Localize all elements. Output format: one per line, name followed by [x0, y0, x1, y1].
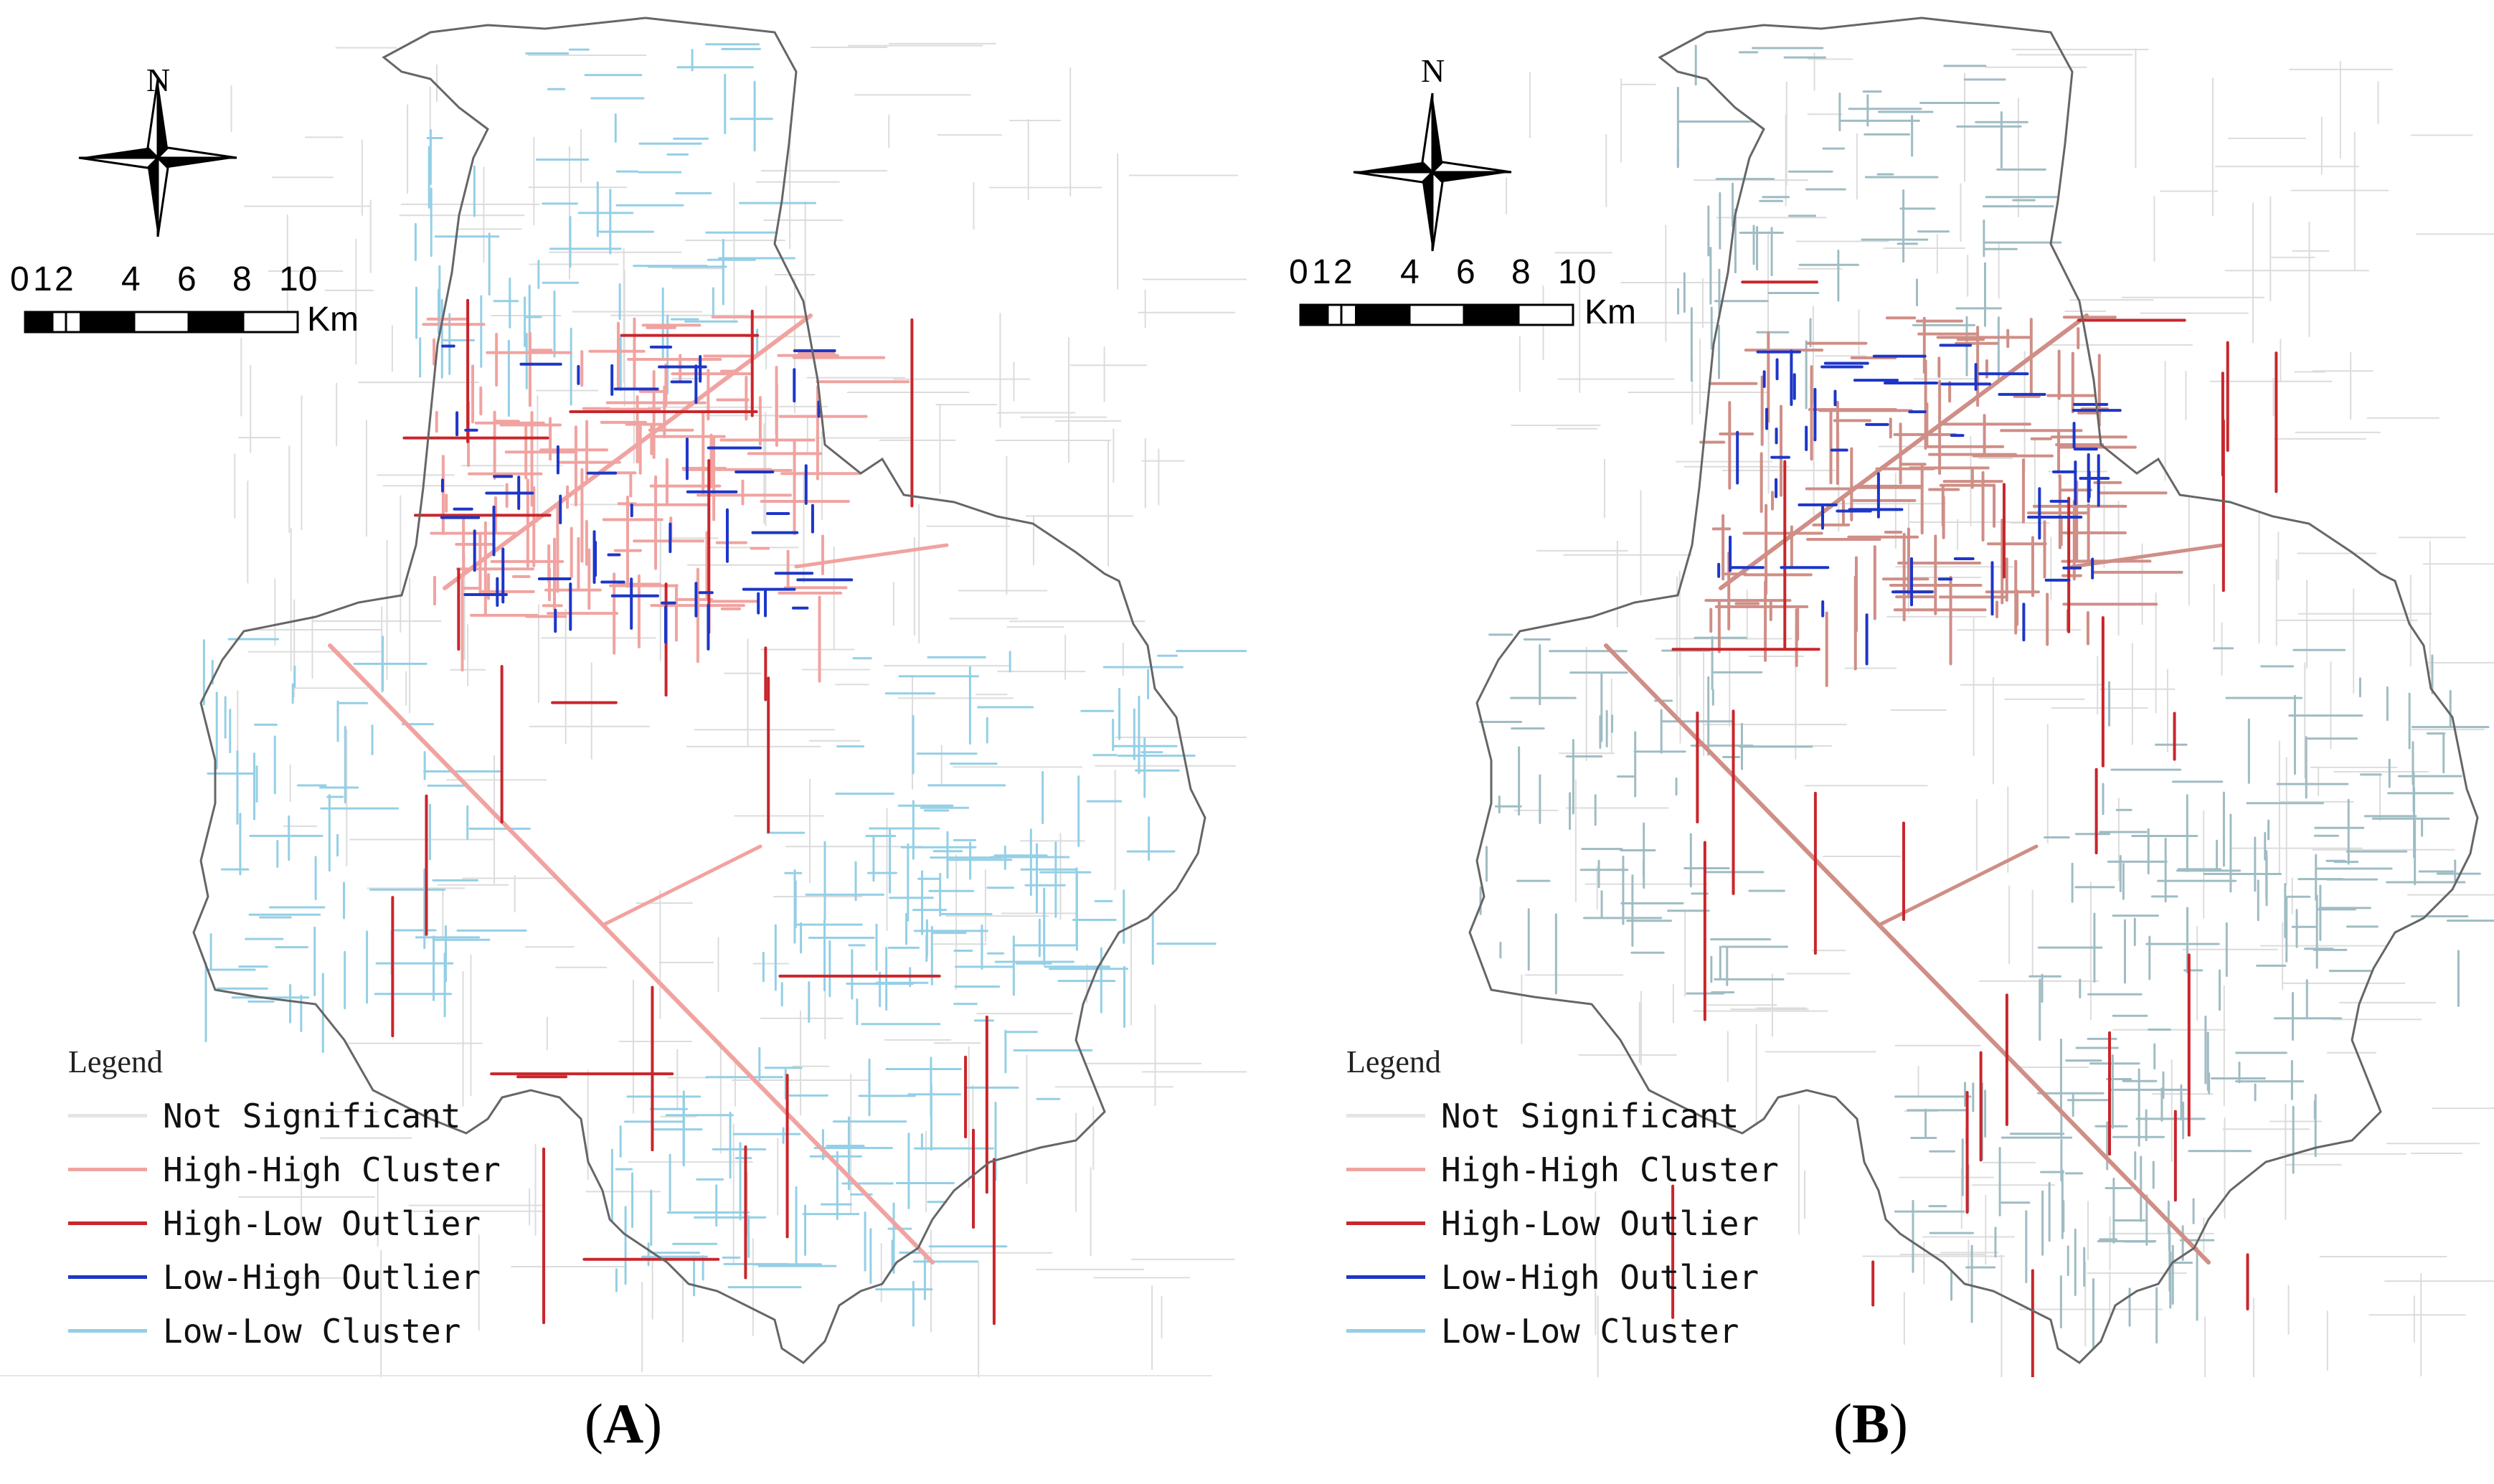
- panel-divider: [0, 1375, 1212, 1376]
- road-high-high: [600, 844, 762, 927]
- legend-title: Legend: [68, 1044, 163, 1079]
- road-network-b: [1478, 44, 2494, 1377]
- legend-swatch: [1346, 1275, 1425, 1279]
- scale-tick-8: 8: [1511, 253, 1531, 291]
- road-high-high: [2070, 543, 2225, 569]
- legend-label: Not Significant: [163, 1096, 461, 1135]
- scale-bar-a: [24, 311, 299, 334]
- road-high-high: [328, 643, 935, 1265]
- north-label: N: [146, 62, 171, 98]
- legend-label: High-High Cluster: [163, 1150, 501, 1189]
- legend-label: Low-High Outlier: [1441, 1257, 1760, 1297]
- map-panel-a: N 0 1 2 4 6 8 10 Km Legend Not Significa…: [0, 16, 1247, 1455]
- scale-tick-0: 0: [10, 260, 29, 298]
- legend-label: Not Significant: [1441, 1096, 1739, 1135]
- legend-item-low-high: Low-High Outlier: [1346, 1250, 1779, 1304]
- road-network-a: [202, 42, 1247, 1377]
- scale-tick-1: 1: [33, 260, 52, 298]
- panel-label-a: (A): [584, 1392, 663, 1455]
- legend-swatch: [1346, 1221, 1425, 1225]
- legend-item-high-high: High-High Cluster: [1346, 1143, 1779, 1196]
- legend-item-not-significant: Not Significant: [68, 1089, 501, 1143]
- scale-tick-1: 1: [1312, 253, 1331, 291]
- scale-unit-label: Km: [1584, 293, 1636, 331]
- district-boundary-a: [192, 16, 1206, 1364]
- legend-item-not-significant: Not Significant: [1346, 1089, 1779, 1143]
- scale-bar-b: [1299, 303, 1574, 326]
- scale-tick-4: 4: [121, 260, 141, 298]
- legend-item-low-high: Low-High Outlier: [68, 1250, 501, 1304]
- road-high-high: [794, 543, 949, 569]
- legend-swatch: [68, 1275, 147, 1279]
- legend-swatch: [68, 1329, 147, 1333]
- legend-swatch: [68, 1114, 147, 1117]
- legend-label: Low-Low Cluster: [163, 1311, 461, 1351]
- street-map-a: [24, 16, 1247, 1377]
- legend-swatch: [1346, 1168, 1425, 1171]
- scale-tick-4: 4: [1400, 253, 1420, 291]
- legend-label: High-High Cluster: [1441, 1150, 1779, 1189]
- north-label: N: [1421, 52, 1445, 89]
- legend-item-low-low: Low-Low Cluster: [68, 1304, 501, 1358]
- north-arrow-b: [1353, 93, 1512, 252]
- legend-a: Legend Not Significant High-High Cluster…: [68, 1044, 501, 1358]
- legend-label: High-Low Outlier: [163, 1204, 481, 1243]
- scale-tick-2: 2: [55, 260, 74, 298]
- road-high-high: [1719, 313, 2089, 590]
- scale-unit-label: Km: [307, 301, 359, 339]
- legend-label: Low-Low Cluster: [1441, 1311, 1739, 1351]
- panel-label-b: (B): [1833, 1392, 1908, 1455]
- road-high-high: [443, 313, 813, 590]
- legend-item-high-low: High-Low Outlier: [1346, 1196, 1779, 1250]
- map-panel-b: N 0 1 2 4 6 8 10 Km Legend Not Significa…: [1247, 0, 2494, 1484]
- legend-swatch: [1346, 1329, 1425, 1333]
- scale-tick-2: 2: [1333, 253, 1353, 291]
- legend-title: Legend: [1346, 1044, 1441, 1079]
- north-arrow-a: [78, 78, 237, 237]
- scale-tick-10: 10: [1558, 253, 1597, 291]
- road-high-high: [1604, 643, 2211, 1265]
- scale-tick-6: 6: [1456, 253, 1475, 291]
- legend-b: Legend Not Significant High-High Cluster…: [1346, 1044, 1779, 1358]
- scale-tick-8: 8: [232, 260, 252, 298]
- legend-item-high-high: High-High Cluster: [68, 1143, 501, 1196]
- legend-item-low-low: Low-Low Cluster: [1346, 1304, 1779, 1358]
- street-map-b: [1299, 16, 2494, 1377]
- legend-swatch: [68, 1168, 147, 1171]
- legend-swatch: [1346, 1114, 1425, 1117]
- scale-tick-0: 0: [1289, 253, 1308, 291]
- scale-tick-6: 6: [177, 260, 197, 298]
- legend-swatch: [68, 1221, 147, 1225]
- scale-tick-10: 10: [279, 260, 318, 298]
- legend-item-high-low: High-Low Outlier: [68, 1196, 501, 1250]
- legend-label: High-Low Outlier: [1441, 1204, 1760, 1243]
- legend-label: Low-High Outlier: [163, 1257, 481, 1297]
- district-boundary-b: [1468, 16, 2479, 1364]
